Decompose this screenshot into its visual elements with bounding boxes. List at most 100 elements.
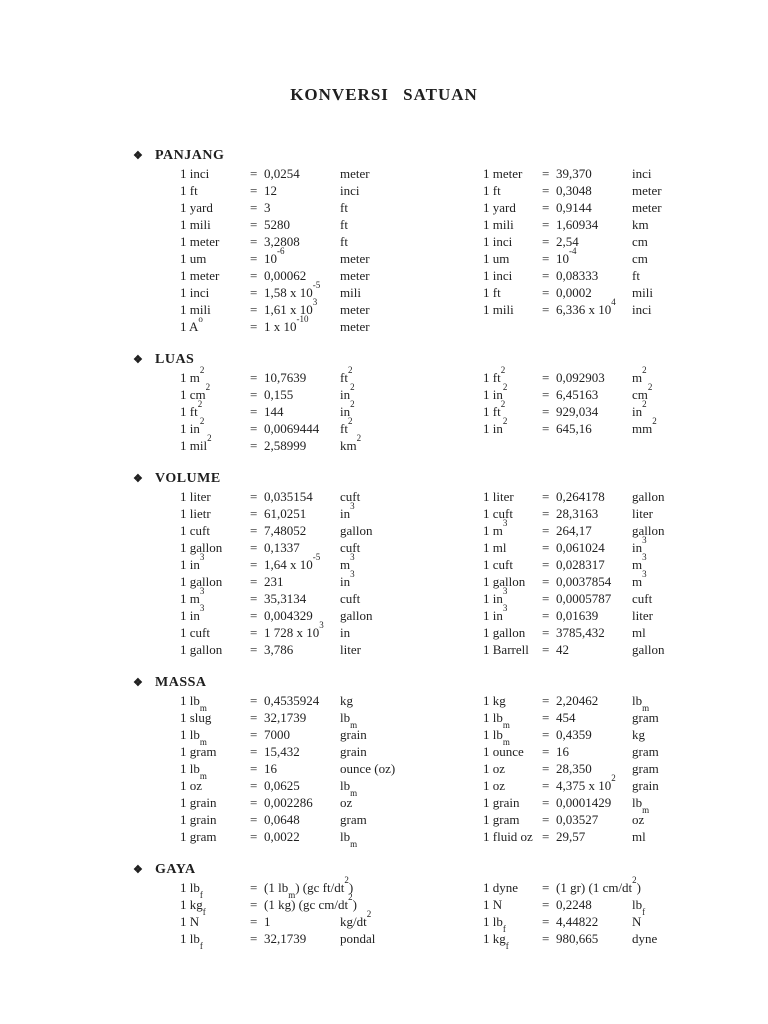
unit-to: meter — [340, 268, 370, 283]
section-header: ❖ MASSA — [133, 674, 768, 692]
conversion-value: 3,786 — [264, 642, 294, 657]
equals-sign: = — [542, 217, 550, 232]
page-title: KONVERSI SATUAN — [290, 85, 478, 104]
conversion-value: 144 — [264, 404, 284, 419]
conversion-value: 0,0002 — [556, 285, 592, 300]
conversion-columns: 1 lbf = (1 lbm) (gc ft/dt2) 1 kgf = (1 kg) (g… — [180, 875, 768, 950]
unit-from: 1 gram — [483, 812, 520, 827]
equals-sign: = — [250, 880, 258, 895]
unit-to: cm2 — [632, 381, 653, 402]
section-luas: ❖ LUAS 1 m2 = 10,7639 ft2 1 cm2 = 0,155 in2 1 ft2 =… — [133, 351, 768, 454]
conversion-row: 1 in3 = 0,0005787 cuft — [483, 586, 665, 607]
unit-from: 1 grain — [483, 795, 520, 810]
unit-to: lbm — [340, 710, 358, 730]
equals-sign: = — [250, 591, 258, 606]
unit-to — [340, 879, 483, 896]
equals-sign: = — [250, 897, 258, 912]
conversion-column-right: 1 meter = 39,370 inci 1 ft = 0,3048 meter 1 yard… — [483, 165, 662, 335]
conversion-row: 1 gallon = 3785,432 ml — [483, 624, 665, 641]
conversion-value: 4,375 x 102 — [556, 772, 616, 793]
unit-from: 1 m2 — [180, 364, 205, 385]
conversion-row: 1 oz = 0,0625 lbm — [180, 777, 483, 797]
conversion-value: 0,0037854 — [556, 574, 612, 589]
conversion-value: 5280 — [264, 217, 290, 232]
unit-to: cuft — [632, 591, 653, 606]
conversion-row: 1 lbm = 454 gram — [483, 709, 659, 729]
unit-from: 1 gallon — [180, 540, 223, 555]
unit-to: oz — [632, 812, 645, 827]
conversion-value: 2,54 — [556, 234, 579, 249]
unit-from: 1 inci — [180, 166, 210, 181]
section-massa: ❖ MASSA 1 lbm = 0,4535924 kg 1 slug = 32,1739 lbm… — [133, 674, 768, 848]
unit-to: gallon — [632, 642, 665, 657]
conversion-row: 1 cuft = 7,48052 gallon — [180, 522, 483, 539]
unit-to: inci — [340, 183, 360, 198]
unit-to: cm — [632, 251, 648, 266]
unit-from: 1 mili — [180, 302, 211, 317]
conversion-row: 1 um = 10-6 meter — [180, 245, 483, 267]
unit-to: in2 — [340, 398, 355, 419]
unit-to: km — [632, 217, 649, 232]
equals-sign: = — [250, 778, 258, 793]
unit-to: m3 — [632, 551, 647, 572]
conversion-value: 0,00062 — [264, 268, 307, 283]
conversion-row: 1 gram = 0,0022 lbm — [180, 828, 483, 848]
equals-sign: = — [250, 931, 258, 946]
conversion-row: 1 um = 10-4 cm — [483, 246, 662, 267]
conversion-value: 3 — [264, 200, 271, 215]
unit-to: ounce (oz) — [340, 761, 396, 776]
section-title: PANJANG — [155, 148, 225, 163]
conversion-value: 0,061024 — [556, 540, 605, 555]
equals-sign: = — [250, 251, 258, 266]
conversion-row: 1 yard = 0,9144 meter — [483, 199, 662, 216]
equals-sign: = — [542, 523, 550, 538]
conversion-row: 1 meter = 0,00062 meter — [180, 267, 483, 284]
conversion-value: 0,028317 — [556, 557, 605, 572]
unit-to: ft — [340, 217, 348, 232]
conversion-value: 1,58 x 10-5 — [264, 279, 321, 300]
equals-sign: = — [250, 489, 258, 504]
conversion-value: 32,1739 — [264, 931, 307, 946]
conversion-column-right: 1 ft2 = 0,092903 m2 1 in2 = 6,45163 cm2 1 ft2 = 92… — [483, 365, 657, 454]
unit-from: 1 in3 — [483, 602, 508, 623]
conversion-value: 0,0069444 — [264, 421, 320, 436]
unit-from: 1 in2 — [483, 381, 508, 402]
equals-sign: = — [542, 642, 550, 657]
unit-to: in3 — [632, 534, 647, 555]
equals-sign: = — [250, 642, 258, 657]
unit-to: cuft — [340, 489, 361, 504]
conversion-value: 0,264178 — [556, 489, 605, 504]
conversion-value: 1,61 x 103 — [264, 296, 318, 317]
unit-to: ft2 — [340, 364, 353, 385]
unit-from: 1 meter — [483, 166, 523, 181]
unit-from: 1 ounce — [483, 744, 524, 759]
conversion-column-right: 1 liter = 0,264178 gallon 1 cuft = 28,3163 lite… — [483, 488, 665, 658]
unit-to: meter — [340, 251, 370, 266]
conversion-row: 1 in3 = 1,64 x 10-5 m3 — [180, 551, 483, 573]
conversion-value: 0,9144 — [556, 200, 592, 215]
conversion-value: 264,17 — [556, 523, 592, 538]
unit-to: cm — [632, 234, 648, 249]
unit-from: 1 in3 — [180, 551, 205, 572]
equals-sign: = — [250, 829, 258, 844]
equals-sign: = — [250, 693, 258, 708]
equals-sign: = — [250, 625, 258, 640]
unit-to: gram — [632, 761, 659, 776]
conversion-value: 61,0251 — [264, 506, 307, 521]
unit-to: grain — [340, 727, 367, 742]
equals-sign: = — [542, 404, 550, 419]
equals-sign: = — [542, 200, 550, 215]
unit-from: 1 lbf — [180, 880, 203, 900]
conversion-column-left: 1 lbm = 0,4535924 kg 1 slug = 32,1739 lbm 1 lbm =… — [180, 692, 483, 848]
equals-sign: = — [542, 897, 550, 912]
conversion-value: 0,4535924 — [264, 693, 320, 708]
conversion-value: 6,336 x 104 — [556, 296, 616, 317]
conversion-value: 4,44822 — [556, 914, 599, 929]
conversion-column-left: 1 m2 = 10,7639 ft2 1 cm2 = 0,155 in2 1 ft2 = 144 in… — [180, 364, 483, 454]
unit-from: 1 inci — [483, 234, 513, 249]
unit-to — [340, 896, 483, 913]
equals-sign: = — [250, 540, 258, 555]
diamond-bullet-icon: ❖ — [133, 473, 144, 485]
conversion-value: 10-6 — [264, 245, 285, 266]
conversion-value: 35,3134 — [264, 591, 307, 606]
